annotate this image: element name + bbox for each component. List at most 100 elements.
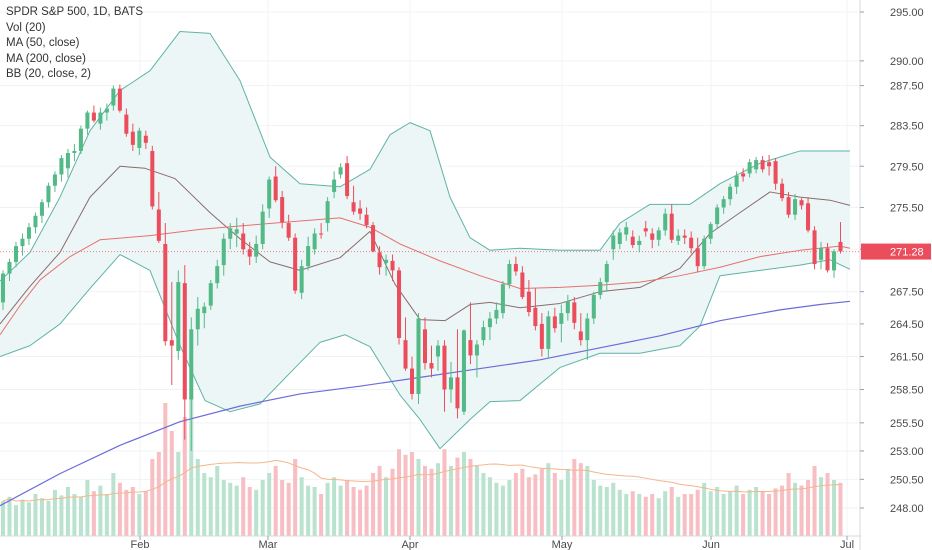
candle-body — [767, 162, 772, 167]
candle-body — [13, 246, 18, 262]
volume-bar — [267, 473, 272, 536]
volume-bar — [228, 482, 233, 536]
candle-body — [39, 202, 44, 216]
volume-bar — [793, 482, 798, 536]
legend-item-ma200[interactable]: MA (200, close) — [6, 52, 86, 65]
volume-bar — [124, 489, 129, 536]
bollinger-lower-line — [0, 254, 851, 450]
candle-body — [176, 282, 181, 352]
volume-bar — [728, 491, 733, 536]
y-tick-label: 248.00 — [890, 503, 924, 515]
candle-body — [150, 150, 155, 207]
candle-body — [33, 215, 38, 228]
candle-body — [280, 197, 285, 223]
volume-bar — [806, 480, 811, 536]
candle-body — [104, 108, 109, 113]
volume-bar — [26, 502, 31, 536]
candle-body — [299, 266, 304, 293]
candle-body — [578, 331, 583, 341]
candle-body — [137, 130, 142, 148]
volume-bar — [786, 473, 791, 536]
candle-body — [455, 377, 460, 409]
candle-body — [384, 259, 389, 263]
candle-body — [65, 152, 70, 169]
candle-body — [663, 213, 668, 231]
candle-body — [604, 264, 609, 283]
volume-bar — [143, 491, 148, 536]
ma200-line — [0, 300, 851, 507]
volume-bar — [591, 480, 596, 536]
volume-bar — [221, 480, 226, 536]
volume-bar — [176, 452, 181, 536]
volume-bar — [799, 485, 804, 536]
candle-body — [397, 270, 402, 338]
candle-body — [377, 252, 382, 268]
candle-body — [422, 329, 428, 364]
volume-bar — [455, 457, 460, 536]
volume-bar — [280, 480, 285, 536]
candle-body — [143, 135, 148, 143]
candle-body — [825, 248, 830, 271]
candle-body — [585, 318, 590, 341]
candle-body — [572, 302, 577, 323]
candlesticks[interactable] — [0, 84, 843, 451]
candle-body — [643, 228, 648, 232]
legend-item-ma50[interactable]: MA (50, close) — [6, 37, 80, 49]
volume-bar — [202, 473, 207, 536]
y-tick-label: 290.00 — [890, 56, 924, 68]
chart-legend: SPDR S&P 500, 1D, BATS Vol (20) MA (50, … — [6, 5, 143, 83]
candle-body — [695, 248, 700, 267]
legend-title[interactable]: SPDR S&P 500, 1D, BATS — [6, 6, 143, 18]
volume-bar — [247, 487, 252, 536]
y-tick-label: 255.50 — [890, 418, 924, 430]
candle-body — [500, 284, 505, 314]
candle-body — [617, 232, 622, 244]
candle-body — [539, 323, 544, 349]
y-tick-label: 261.50 — [890, 352, 924, 364]
volume-bar — [474, 466, 479, 536]
volume-bar — [397, 449, 402, 536]
volume-bar — [78, 496, 83, 536]
candle-body — [371, 225, 376, 252]
candle-body — [20, 238, 25, 247]
candle-body — [156, 209, 161, 241]
candle-body — [799, 200, 804, 206]
candle-body — [52, 174, 57, 186]
volume-bar — [539, 468, 544, 536]
volume-bar — [604, 487, 609, 536]
candle-body — [390, 260, 395, 271]
volume-bar — [487, 477, 492, 536]
volume-bar — [663, 491, 668, 536]
volume-bar — [416, 459, 421, 536]
candle-body — [215, 266, 220, 284]
candle-body — [0, 273, 6, 303]
candle-body — [338, 167, 343, 175]
volume-bar — [377, 466, 382, 536]
volume-bar — [565, 468, 570, 536]
candle-body — [513, 264, 518, 272]
volume-bar — [572, 459, 577, 536]
volume-bar — [819, 477, 824, 536]
volume-bar — [403, 454, 408, 536]
candle-body — [676, 235, 681, 241]
legend-item-bollinger[interactable]: BB (20, close, 2) — [6, 68, 92, 80]
candle-body — [72, 150, 77, 153]
candle-body — [26, 227, 31, 239]
volume-bar — [513, 473, 518, 536]
candle-body — [267, 179, 272, 209]
volume-bar — [91, 491, 96, 536]
legend-item-volume[interactable]: Vol (20) — [6, 21, 46, 34]
candle-body — [754, 160, 759, 170]
y-tick-label: 275.50 — [890, 202, 924, 214]
volume-bar — [111, 473, 116, 536]
volume-bar — [20, 499, 25, 536]
volume-bar — [780, 485, 785, 536]
volume-bar — [637, 494, 642, 536]
candle-body — [780, 183, 785, 199]
candle-body — [364, 214, 369, 226]
volume-bar — [422, 466, 428, 536]
candle-body — [760, 160, 765, 170]
volume-bar — [507, 480, 512, 536]
volume-bar — [442, 449, 447, 536]
